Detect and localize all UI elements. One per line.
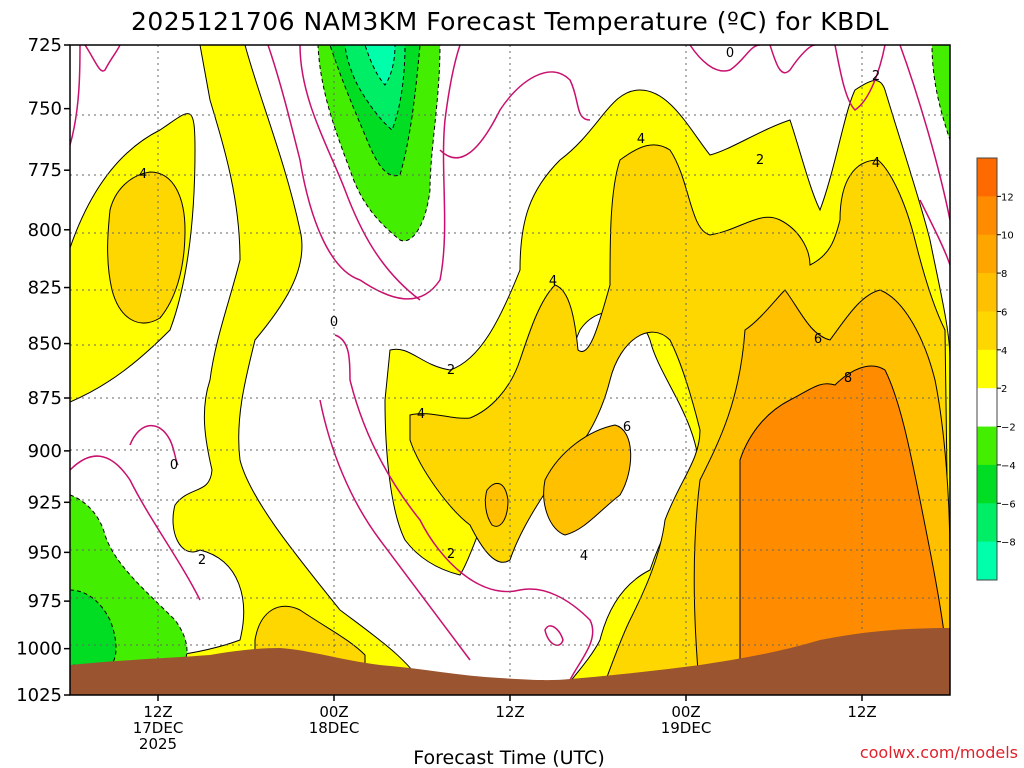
contour-label: 4 <box>637 132 645 147</box>
x-tick-label: 00Z <box>319 703 348 721</box>
colorbar-segment <box>977 196 997 236</box>
colorbar-label: −2 <box>1001 423 1016 434</box>
colorbar-label: 12 <box>1001 192 1014 203</box>
contour-label: 4 <box>139 167 147 182</box>
y-axis: 725 750 775 800 825 850 875 900 925 950 975 1000 102… <box>16 35 70 706</box>
colorbar-frame <box>976 157 998 581</box>
y-tick-label: 750 <box>28 99 62 120</box>
colorbar-segment <box>977 311 997 351</box>
x-tick-label: 12Z <box>495 703 524 721</box>
colorbar-label: −4 <box>1001 461 1016 472</box>
y-tick-label: 875 <box>28 388 62 409</box>
x-tick-label: 18DEC <box>309 719 360 737</box>
contour-label: 6 <box>623 420 631 435</box>
x-tick-label: 12Z <box>143 703 172 721</box>
colorbar-segment <box>977 541 997 581</box>
colorbar-label: 2 <box>1001 384 1007 395</box>
contour-label: 0 <box>330 315 338 330</box>
contour-label: 2 <box>447 363 455 378</box>
x-tick-label: 19DEC <box>661 719 712 737</box>
contour-label: 4 <box>549 274 557 289</box>
temp-band-negative <box>70 45 950 666</box>
colorbar-label: 8 <box>1001 269 1007 280</box>
contour-label: 2 <box>447 547 455 562</box>
x-tick-label: 00Z <box>671 703 700 721</box>
contour-labels: 0 0 0 2 2 2 2 2 4 4 4 4 4 4 6 6 8 <box>139 46 880 568</box>
colorbar-label: −6 <box>1001 499 1016 510</box>
y-tick-label: 825 <box>28 278 62 299</box>
contour-label: 4 <box>872 156 880 171</box>
contour-label: 0 <box>726 46 734 61</box>
x-tick-label: 12Z <box>847 703 876 721</box>
colorbar-label: −8 <box>1001 538 1016 549</box>
y-tick-label: 1025 <box>16 685 62 706</box>
contour-label: 4 <box>580 549 588 564</box>
colorbar-segment <box>977 388 997 428</box>
credit-text: coolwx.com/models <box>860 743 1018 762</box>
y-tick-label: 725 <box>28 35 62 56</box>
zero-contours <box>70 45 950 681</box>
temp-band-8-10 <box>739 365 946 695</box>
contour-label: 0 <box>170 458 178 473</box>
x-tick-label: 17DEC <box>133 719 184 737</box>
y-tick-label: 800 <box>28 220 62 241</box>
contour-label: 6 <box>814 332 822 347</box>
y-tick-label: 925 <box>28 492 62 513</box>
colorbar-segment <box>977 464 997 504</box>
plot-area: 0 0 0 2 2 2 2 2 4 4 4 4 4 4 6 6 8 <box>70 45 950 695</box>
colorbar-segment <box>977 234 997 274</box>
colorbar-segment <box>977 273 997 312</box>
contour-label: 2 <box>198 553 206 568</box>
contour-label: 8 <box>844 371 852 386</box>
contour-label: 2 <box>872 69 880 84</box>
x-tick-label: 2025 <box>139 735 177 753</box>
x-axis-title: Forecast Time (UTC) <box>413 747 604 768</box>
y-tick-label: 850 <box>28 334 62 355</box>
y-tick-label: 775 <box>28 160 62 181</box>
colorbar-segment <box>977 503 997 543</box>
chart-title: 2025121706 NAM3KM Forecast Temperature (… <box>131 7 889 36</box>
colorbar-segment <box>977 158 997 197</box>
colorbar-label: 4 <box>1001 346 1007 357</box>
colorbar-segment <box>977 426 997 466</box>
colorbar: 12 10 8 6 4 2 −2 −4 −6 −8 <box>976 157 1016 581</box>
contour-label: 4 <box>417 407 425 422</box>
y-tick-label: 900 <box>28 441 62 462</box>
terrain <box>70 628 950 695</box>
colorbar-segment <box>977 349 997 389</box>
contour-label: 2 <box>756 153 764 168</box>
y-tick-label: 975 <box>28 591 62 612</box>
colorbar-label: 10 <box>1001 231 1014 242</box>
y-tick-label: 950 <box>28 542 62 563</box>
colorbar-label: 6 <box>1001 307 1007 318</box>
y-tick-label: 1000 <box>16 639 62 660</box>
